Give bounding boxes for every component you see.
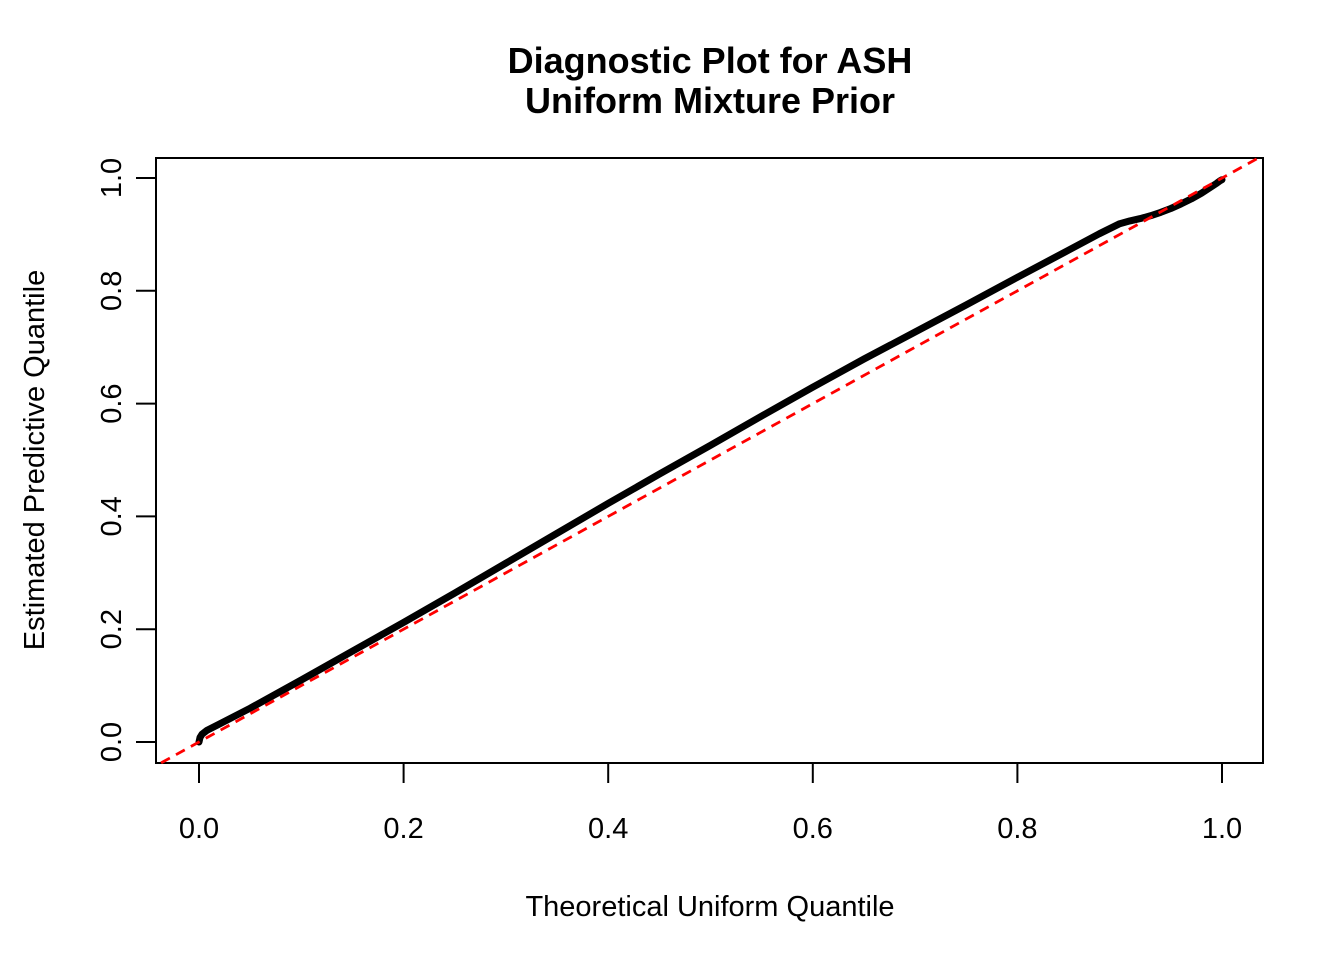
series-layer [160,157,1259,765]
reference-line [160,157,1259,765]
y-tick-label: 0.8 [96,271,128,311]
x-tick-label: 0.4 [588,813,628,845]
x-tick-label: 0.6 [793,813,833,845]
y-tick-label: 0.2 [96,609,128,649]
y-tick-label: 0.6 [96,383,128,423]
y-tick-label: 0.0 [96,722,128,762]
plot-box [155,157,1264,764]
x-tick-label: 0.0 [179,813,219,845]
x-tick-label: 0.8 [997,813,1037,845]
plot-title-line1: Diagnostic Plot for ASH [508,40,913,81]
y-tick-label: 1.0 [96,158,128,198]
y-axis-title: Estimated Predictive Quantile [19,270,51,650]
x-tick-label: 1.0 [1202,813,1242,845]
x-tick-label: 0.2 [383,813,423,845]
x-axis-title: Theoretical Uniform Quantile [525,891,894,923]
plot-title-line2: Uniform Mixture Prior [525,80,895,121]
qq-curve [195,176,1226,746]
y-axis-ticks: 0.0 0.2 0.4 0.6 0.8 1.0 [96,158,156,762]
x-axis-ticks: 0.0 0.2 0.4 0.6 0.8 1.0 [179,763,1242,845]
y-tick-label: 0.4 [96,496,128,536]
